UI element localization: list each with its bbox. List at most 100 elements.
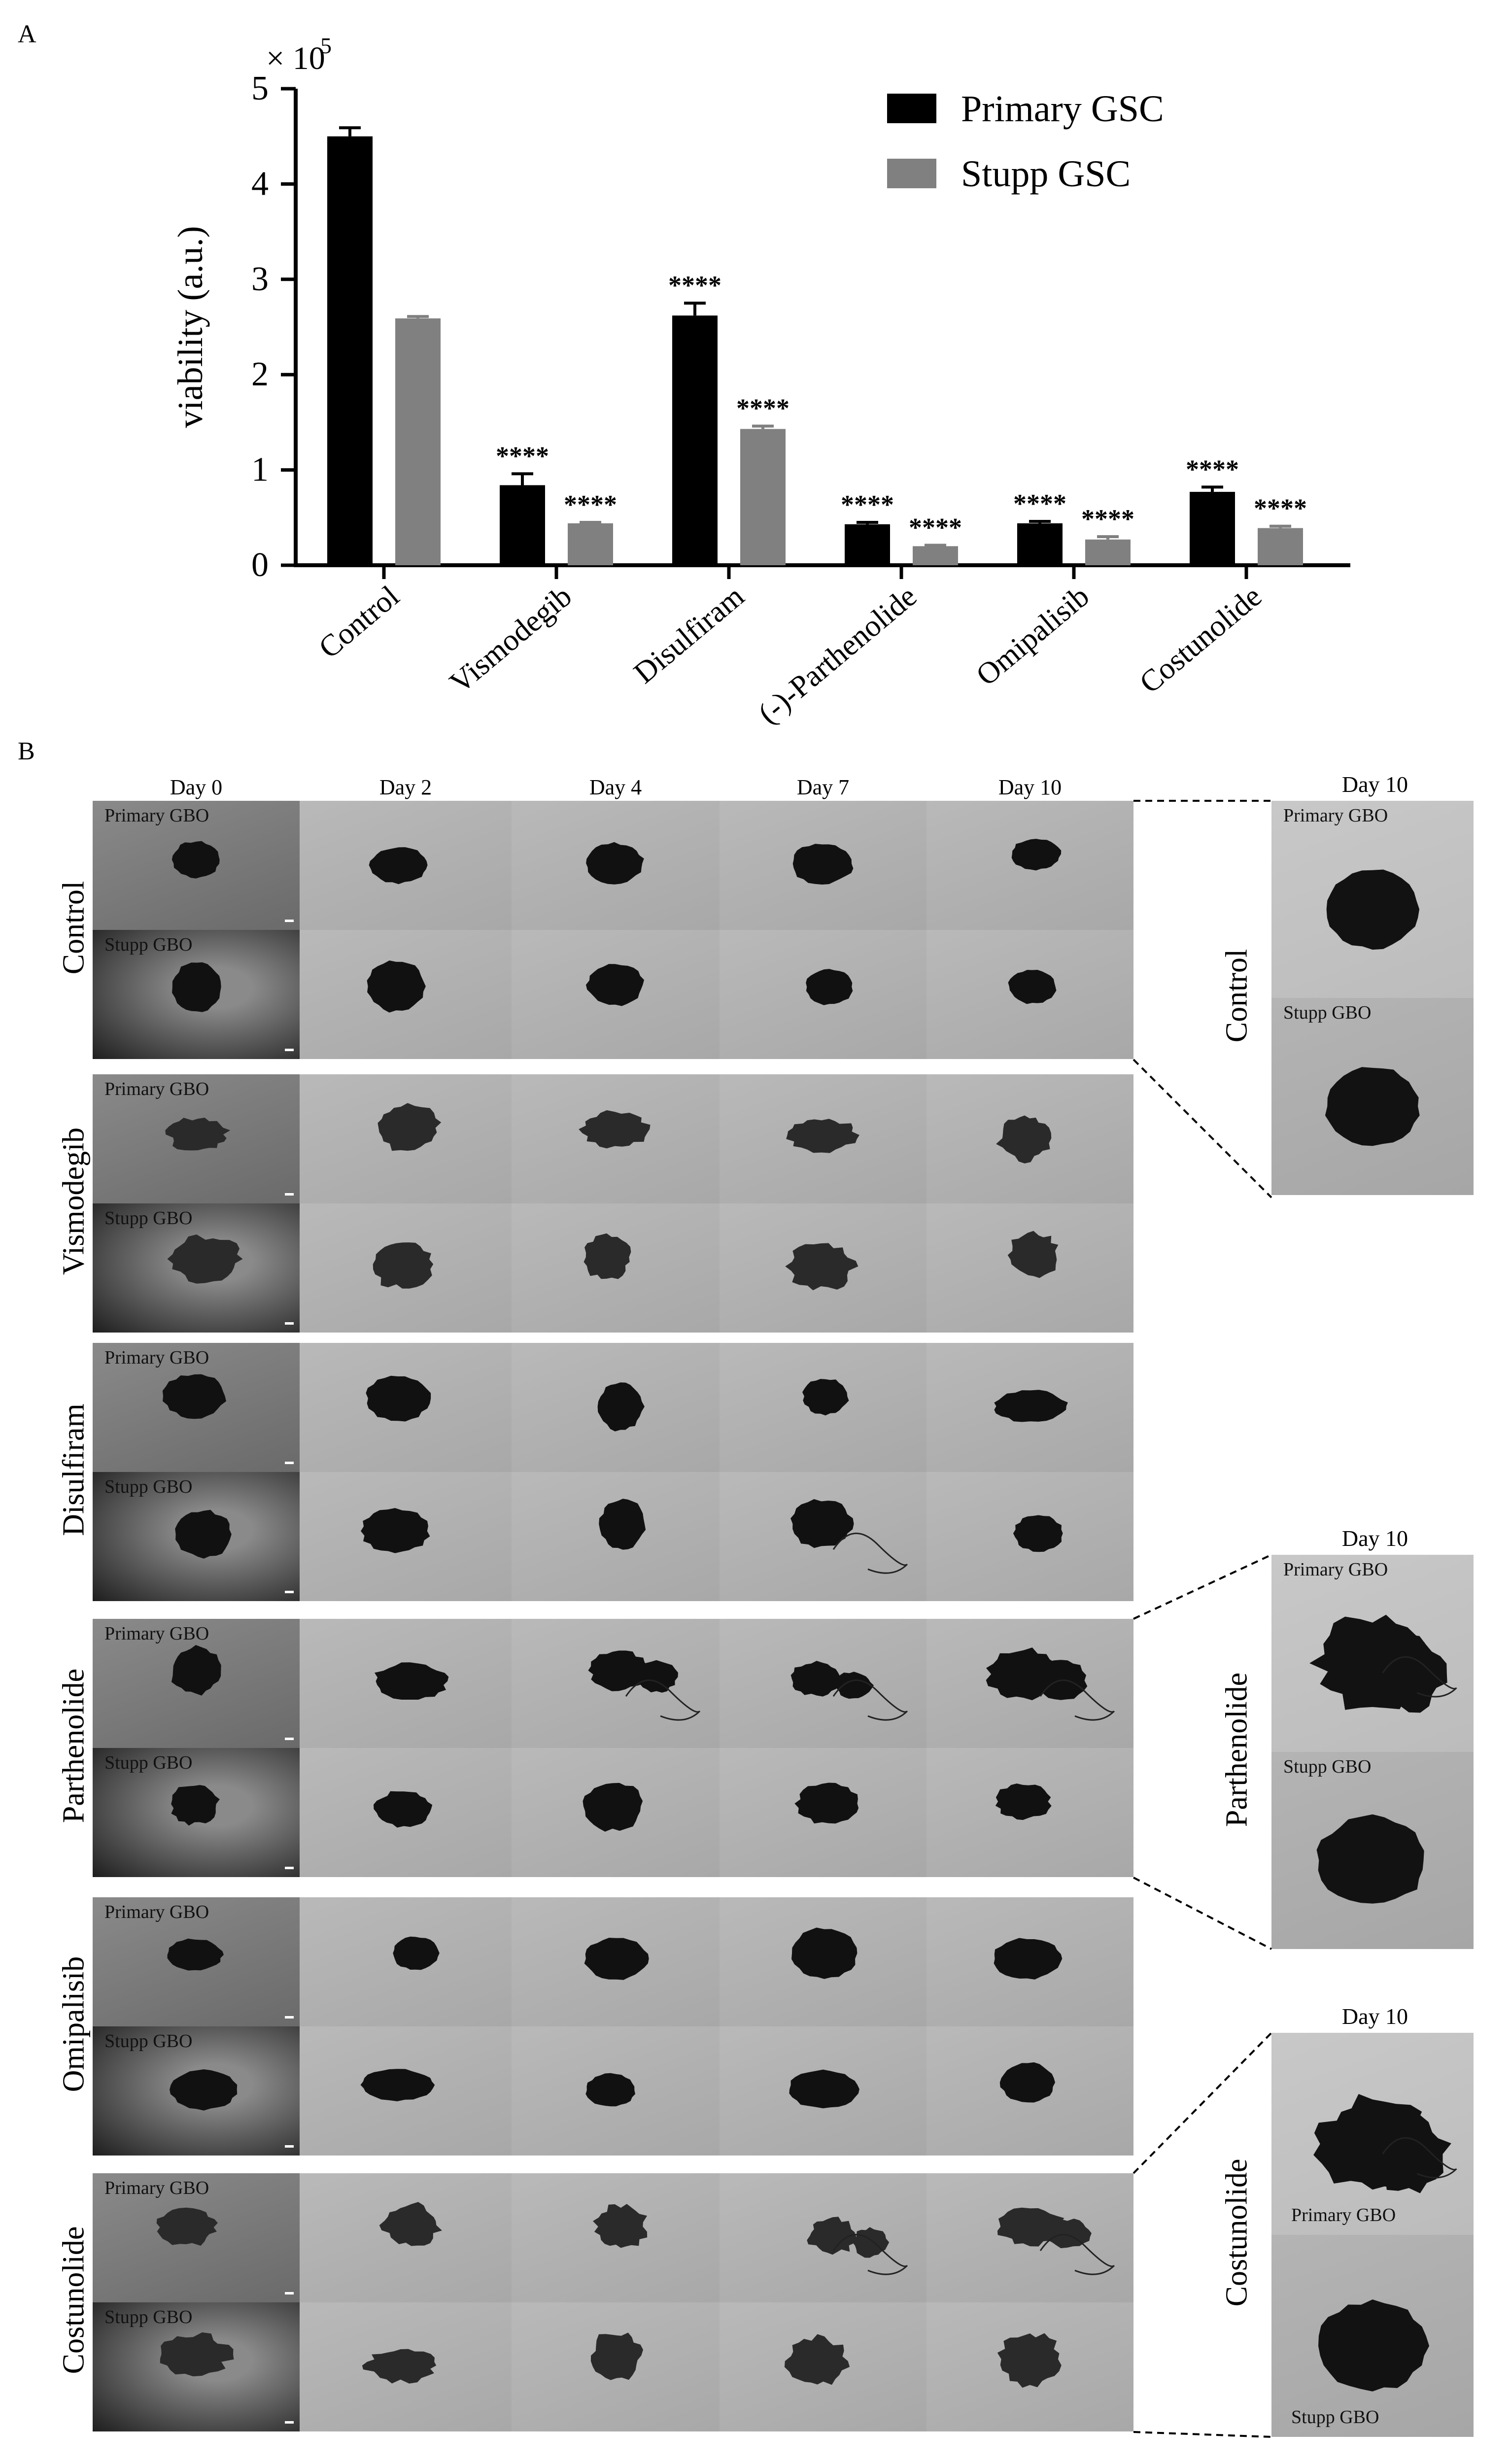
organoid-blob	[374, 1791, 433, 1828]
bar-1-0	[395, 318, 441, 565]
zoom-organoid-cell: Stupp GBO	[1271, 1752, 1474, 1949]
legend-swatch-1	[887, 159, 936, 188]
organoid-cell: Primary GBO	[93, 1619, 300, 1748]
organoid-cell	[300, 1203, 512, 1333]
organoid-blob	[802, 1379, 849, 1416]
y-tick-label: 3	[251, 260, 269, 298]
organoid-blob	[999, 2062, 1055, 2103]
organoid-cell: Primary GBO	[93, 2173, 300, 2302]
stupp-gbo-label: Stupp GBO	[104, 2307, 193, 2327]
zoom-primary-gbo-label: Primary GBO	[1283, 805, 1388, 826]
organoid-image	[999, 2062, 1055, 2103]
organoid-cell	[512, 2173, 720, 2302]
scale-bar	[285, 1322, 294, 1325]
organoid-blob	[156, 2207, 218, 2246]
organoid-image	[785, 1243, 858, 1291]
organoid-cell	[720, 2026, 927, 2156]
organoid-image	[1013, 1515, 1063, 1552]
organoid-image	[807, 2217, 908, 2275]
organoid-blob	[367, 960, 426, 1013]
organoid-image	[360, 2069, 435, 2101]
organoid-cell	[720, 2302, 927, 2431]
organoid-image	[599, 1499, 646, 1550]
organoid-image	[378, 1103, 442, 1151]
organoid-image	[172, 962, 221, 1012]
organoid-blob	[379, 2202, 442, 2246]
organoid-image	[791, 1927, 858, 1979]
organoid-blob	[170, 2069, 238, 2111]
organoid-image	[369, 847, 428, 885]
bar-0-4	[1017, 523, 1063, 565]
organoid-cell	[720, 1343, 927, 1472]
legend-label-0: Primary GSC	[961, 88, 1164, 130]
organoid-blob	[807, 2217, 857, 2255]
y-multiplier-exponent: 5	[320, 33, 332, 58]
organoid-blob	[785, 1243, 858, 1291]
primary-gbo-label: Primary GBO	[104, 1347, 209, 1368]
organoid-image	[1007, 1231, 1059, 1278]
x-tick-label: Omipalisib	[970, 580, 1096, 692]
organoid-blob	[175, 1509, 232, 1559]
organoid-image	[1011, 839, 1062, 871]
organoid-blob	[1318, 2299, 1430, 2392]
significance-label: ****	[841, 490, 894, 519]
zoom-treatment-label: Parthenolide	[1220, 1672, 1254, 1827]
organoid-cell: Stupp GBO	[93, 2302, 300, 2431]
organoid-cell	[512, 1472, 720, 1601]
stupp-gbo-label: Stupp GBO	[104, 1208, 193, 1229]
organoid-cell: Primary GBO	[93, 801, 300, 930]
organoid-filament	[832, 2234, 908, 2275]
organoid-image	[361, 1508, 430, 1553]
organoid-blob	[369, 847, 428, 885]
organoid-image	[806, 969, 853, 1005]
organoid-blob	[172, 962, 221, 1012]
zoom-day-header: Day 10	[1341, 2004, 1408, 2029]
scale-bar	[285, 2145, 294, 2148]
bar-1-1	[568, 523, 613, 565]
organoid-cell	[720, 801, 927, 930]
y-tick-label: 2	[251, 355, 269, 393]
zoom-stupp-gbo-label: Stupp GBO	[1291, 2407, 1379, 2428]
organoid-image	[1318, 2299, 1430, 2392]
primary-gbo-label: Primary GBO	[104, 1623, 209, 1644]
organoid-blob	[167, 1234, 243, 1284]
bar-1-4	[1085, 539, 1131, 565]
organoid-image	[597, 1382, 645, 1432]
organoid-image	[1313, 2094, 1457, 2193]
organoid-cell	[927, 930, 1133, 1059]
x-tick-label: Control	[312, 580, 406, 665]
organoid-cell	[512, 1897, 720, 2026]
organoid-image	[588, 1650, 701, 1721]
organoid-image	[171, 1645, 221, 1696]
treatment-row-label: Costunolide	[57, 2226, 91, 2374]
organoid-blob	[997, 2333, 1062, 2388]
legend-label-1: Stupp GSC	[961, 153, 1131, 195]
organoid-cell	[927, 801, 1133, 930]
organoid-blob	[599, 1499, 646, 1550]
organoid-image	[790, 1499, 908, 1574]
treatment-row-label: Control	[57, 881, 91, 975]
organoid-cell	[512, 2302, 720, 2431]
organoid-cell: Primary GBO	[93, 1074, 300, 1203]
organoid-image	[374, 1791, 433, 1828]
significance-label: ****	[564, 490, 617, 519]
scale-bar	[285, 2016, 294, 2019]
organoid-cell	[300, 1472, 512, 1601]
organoid-cell	[512, 1748, 720, 1877]
organoid-blob	[1013, 1515, 1063, 1552]
organoid-blob	[790, 1499, 854, 1548]
significance-label: ****	[496, 441, 549, 471]
organoid-cell	[512, 801, 720, 930]
organoid-cell	[927, 1472, 1133, 1601]
organoid-image	[790, 1661, 908, 1721]
organoid-image	[393, 1936, 440, 1970]
organoid-blob	[784, 2334, 850, 2385]
organoid-blob	[585, 2073, 635, 2107]
stupp-gbo-label: Stupp GBO	[104, 934, 193, 955]
organoid-image	[375, 1662, 449, 1700]
scale-bar	[285, 920, 294, 922]
day-column-header: Day 10	[998, 775, 1062, 799]
bar-0-3	[845, 524, 890, 565]
organoid-image	[1316, 1814, 1424, 1904]
significance-label: ****	[1081, 504, 1134, 534]
